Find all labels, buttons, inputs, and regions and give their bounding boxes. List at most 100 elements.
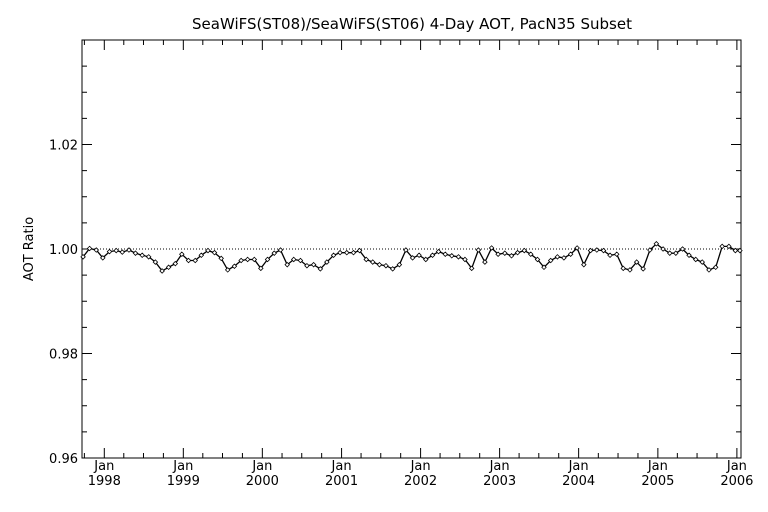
data-point xyxy=(620,265,626,272)
data-point xyxy=(514,249,521,256)
data-point xyxy=(264,256,271,263)
data-point xyxy=(732,247,739,254)
data-point xyxy=(106,248,113,255)
data-point xyxy=(429,252,436,259)
x-tick-month-label: Jan xyxy=(172,459,193,474)
data-point xyxy=(554,254,561,260)
data-point xyxy=(205,247,211,254)
data-point xyxy=(712,264,719,271)
x-tick-year-label: 1998 xyxy=(88,474,121,489)
data-point xyxy=(416,252,422,259)
y-axis-label: AOT Ratio xyxy=(22,217,37,281)
x-tick-year-label: 2002 xyxy=(404,474,437,489)
data-point xyxy=(455,254,462,260)
data-point xyxy=(627,267,633,273)
data-point xyxy=(337,249,343,256)
data-point xyxy=(495,251,501,257)
x-tick-year-label: 2005 xyxy=(641,474,674,489)
data-point xyxy=(706,267,712,273)
data-point xyxy=(363,256,370,263)
y-tick-label: 1.00 xyxy=(49,243,78,258)
data-point xyxy=(475,247,482,253)
data-point xyxy=(126,247,132,253)
data-point xyxy=(726,243,732,250)
data-point xyxy=(468,265,475,272)
x-tick-month-label: Jan xyxy=(410,459,431,474)
data-point xyxy=(581,261,587,268)
x-tick-year-label: 1999 xyxy=(167,474,200,489)
data-point xyxy=(403,247,409,253)
data-point xyxy=(297,257,304,264)
data-point xyxy=(667,250,673,256)
data-point xyxy=(409,255,416,261)
data-point xyxy=(613,251,620,257)
data-point xyxy=(113,247,119,254)
data-point xyxy=(482,259,488,265)
data-point xyxy=(462,256,468,263)
x-tick-year-label: 2003 xyxy=(483,474,516,489)
y-tick-label: 1.02 xyxy=(49,139,78,154)
x-tick-month-label: Jan xyxy=(251,459,272,474)
data-point xyxy=(376,261,383,268)
data-point xyxy=(521,247,528,254)
x-tick-month-label: Jan xyxy=(331,459,352,474)
data-point xyxy=(224,267,231,273)
data-point xyxy=(152,259,159,265)
data-point xyxy=(139,252,145,259)
data-point xyxy=(93,247,100,253)
data-point xyxy=(396,261,403,268)
data-point xyxy=(686,252,692,259)
data-point xyxy=(660,246,666,252)
data-point xyxy=(277,247,284,253)
x-tick-month-label: Jan xyxy=(568,459,589,474)
x-tick-month-label: Jan xyxy=(647,459,668,474)
data-point xyxy=(198,252,205,259)
data-point xyxy=(574,245,580,251)
data-point xyxy=(640,266,646,272)
data-point xyxy=(218,255,224,262)
data-point xyxy=(600,247,607,254)
x-tick-month-label: Jan xyxy=(93,459,114,474)
data-point xyxy=(587,247,594,254)
data-point xyxy=(159,268,165,274)
data-point xyxy=(502,250,508,256)
data-point xyxy=(435,248,442,255)
data-point xyxy=(344,249,350,256)
data-point xyxy=(673,250,679,256)
data-point xyxy=(653,241,660,247)
data-point xyxy=(304,262,310,269)
x-tick-year-label: 2006 xyxy=(720,474,753,489)
data-point xyxy=(356,247,363,254)
data-point xyxy=(567,251,574,257)
data-point xyxy=(119,249,126,255)
data-point xyxy=(737,247,743,254)
data-point xyxy=(290,256,297,263)
y-tick-label: 0.96 xyxy=(49,452,78,467)
data-point xyxy=(699,259,706,265)
data-point xyxy=(145,254,152,260)
data-point xyxy=(369,259,376,265)
data-point xyxy=(100,255,106,261)
data-point xyxy=(508,253,515,259)
data-point xyxy=(330,252,337,259)
data-point xyxy=(165,264,172,271)
data-point xyxy=(324,259,330,265)
data-point xyxy=(442,251,449,257)
data-point xyxy=(317,266,324,272)
data-point xyxy=(258,265,264,272)
data-point xyxy=(541,264,547,271)
data-point xyxy=(423,256,429,263)
x-tick-year-label: 2001 xyxy=(325,474,358,489)
data-point xyxy=(179,251,185,257)
data-point xyxy=(284,261,290,268)
data-point xyxy=(172,260,179,267)
data-point xyxy=(679,246,686,252)
data-point xyxy=(271,250,278,256)
data-point xyxy=(488,245,495,251)
data-point xyxy=(647,247,653,253)
data-point xyxy=(389,266,396,272)
data-point xyxy=(251,256,258,263)
data-point xyxy=(238,257,244,264)
data-point xyxy=(528,251,534,257)
